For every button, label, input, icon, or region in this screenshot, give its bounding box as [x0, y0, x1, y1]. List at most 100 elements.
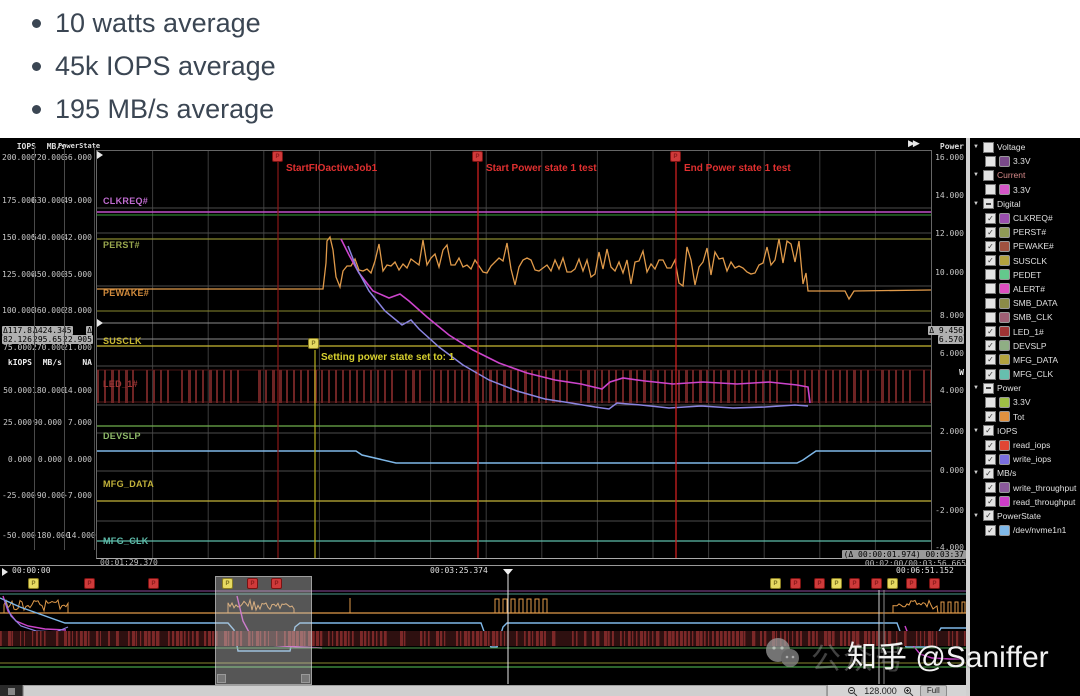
tree-item-devslp[interactable]: ✓ DEVSLP [972, 339, 1080, 353]
overview-marker-flag[interactable]: P [222, 578, 233, 589]
checkbox[interactable] [985, 283, 996, 295]
chevron-down-icon[interactable]: ▼ [973, 200, 979, 207]
overview-marker-flag[interactable]: P [929, 578, 940, 589]
checkbox[interactable] [983, 141, 994, 153]
tree-item-smbdata[interactable]: SMB_DATA [972, 296, 1080, 310]
cursor-caret-icon[interactable] [503, 569, 513, 575]
overview-marker-flag[interactable]: P [887, 578, 898, 589]
pan-right-icon[interactable]: ▶▶ [908, 138, 920, 148]
zoom-in-button[interactable] [903, 686, 914, 696]
overview-marker-flag[interactable]: P [849, 578, 860, 589]
tree-group-powerstate[interactable]: ▼ ✓ PowerState [972, 509, 1080, 523]
overview-marker-flag[interactable]: P [28, 578, 39, 589]
checkbox[interactable]: ✓ [985, 411, 996, 423]
checkbox[interactable] [983, 169, 994, 181]
overview-marker-flag[interactable]: P [790, 578, 801, 589]
checkbox[interactable]: ✓ [985, 482, 996, 494]
tree-item-susclk[interactable]: ✓ SUSCLK [972, 254, 1080, 268]
chevron-down-icon[interactable]: ▼ [973, 470, 979, 477]
tree-item-writeiops[interactable]: ✓ write_iops [972, 452, 1080, 466]
chevron-down-icon[interactable]: ▼ [973, 385, 979, 392]
overview-marker-flag[interactable]: P [814, 578, 825, 589]
tree-item-led1[interactable]: ✓ LED_1# [972, 324, 1080, 338]
tree-item-devnvme1n1[interactable]: ✓ /dev/nvme1n1 [972, 523, 1080, 537]
tree-group-mbs[interactable]: ▼ ✓ MB/s [972, 466, 1080, 480]
checkbox[interactable]: ✓ [983, 467, 994, 479]
play-icon[interactable] [2, 568, 8, 576]
tree-item-33v[interactable]: 3.3V [972, 154, 1080, 168]
overview-scrollbar[interactable]: 128.000 Full [0, 685, 966, 696]
checkbox[interactable] [983, 382, 994, 394]
overview-marker-flag[interactable]: P [84, 578, 95, 589]
tree-item-clkreq[interactable]: ✓ CLKREQ# [972, 211, 1080, 225]
checkbox[interactable]: ✓ [985, 453, 996, 465]
checkbox[interactable]: ✓ [985, 340, 996, 352]
tree-item-33v[interactable]: 3.3V [972, 183, 1080, 197]
tree-item-writethroughput[interactable]: ✓ write_throughput [972, 481, 1080, 495]
checkbox[interactable]: ✓ [985, 326, 996, 338]
checkbox[interactable]: ✓ [985, 255, 996, 267]
scroll-corner[interactable] [0, 685, 23, 696]
checkbox[interactable] [985, 311, 996, 323]
tree-item-readthroughput[interactable]: ✓ read_throughput [972, 495, 1080, 509]
checkbox[interactable] [985, 184, 996, 196]
main-plot-canvas[interactable]: CLKREQ# PERST# PEWAKE# SUSCLK LED_1# DEVSLP MF… [96, 150, 932, 559]
chevron-down-icon[interactable]: ▼ [973, 144, 979, 151]
tree-group-voltage[interactable]: ▼ Voltage [972, 140, 1080, 154]
zoom-level-value[interactable]: 128.000 [864, 686, 897, 696]
cursor-arrow-icon[interactable] [97, 319, 103, 327]
tree-item-alert[interactable]: ALERT# [972, 282, 1080, 296]
checkbox[interactable]: ✓ [985, 212, 996, 224]
checkbox[interactable] [985, 297, 996, 309]
overview-marker-flag[interactable]: P [770, 578, 781, 589]
marker-flag[interactable]: P [472, 151, 483, 162]
tree-item-pewake[interactable]: ✓ PEWAKE# [972, 239, 1080, 253]
tree-group-iops[interactable]: ▼ ✓ IOPS [972, 424, 1080, 438]
selection-handle-right[interactable] [301, 674, 310, 683]
tree-item-tot[interactable]: ✓ Tot [972, 410, 1080, 424]
checkbox[interactable]: ✓ [985, 368, 996, 380]
tree-item-smbclk[interactable]: SMB_CLK [972, 310, 1080, 324]
tree-item-mfgclk[interactable]: ✓ MFG_CLK [972, 367, 1080, 381]
chevron-down-icon[interactable]: ▼ [973, 427, 979, 434]
tree-item-mfgdata[interactable]: ✓ MFG_DATA [972, 353, 1080, 367]
selection-handle-left[interactable] [217, 674, 226, 683]
zoom-out-button[interactable] [847, 686, 858, 696]
tree-group-current[interactable]: ▼ Current [972, 168, 1080, 182]
marker-flag[interactable]: P [670, 151, 681, 162]
overview-marker-flag[interactable]: P [871, 578, 882, 589]
chevron-down-icon[interactable]: ▼ [973, 512, 979, 519]
cursor-arrow-icon[interactable] [97, 151, 103, 159]
checkbox[interactable] [985, 396, 996, 408]
scroll-thumb[interactable] [23, 685, 827, 696]
chevron-down-icon[interactable]: ▼ [973, 172, 979, 179]
tree-item-readiops[interactable]: ✓ read_iops [972, 438, 1080, 452]
checkbox[interactable] [983, 198, 994, 210]
note-flag[interactable]: P [308, 338, 319, 349]
checkbox[interactable]: ✓ [985, 439, 996, 451]
overview-marker-flag[interactable]: P [831, 578, 842, 589]
checkbox[interactable] [985, 155, 996, 167]
tree-group-digital[interactable]: ▼ Digital [972, 197, 1080, 211]
overview-marker-flag[interactable]: P [247, 578, 258, 589]
overview-marker-flag[interactable]: P [271, 578, 282, 589]
tree-item-perst[interactable]: ✓ PERST# [972, 225, 1080, 239]
tree-item-pedet[interactable]: PEDET [972, 268, 1080, 282]
checkbox[interactable]: ✓ [985, 524, 996, 536]
checkbox[interactable]: ✓ [983, 425, 994, 437]
checkbox[interactable]: ✓ [985, 496, 996, 508]
checkbox[interactable]: ✓ [985, 354, 996, 366]
zoom-full-button[interactable]: Full [919, 685, 947, 696]
checkbox[interactable]: ✓ [985, 240, 996, 252]
overview-marker-flag[interactable]: P [906, 578, 917, 589]
tree-item-33v[interactable]: 3.3V [972, 395, 1080, 409]
checkbox[interactable] [985, 269, 996, 281]
tree-group-power[interactable]: ▼ Power [972, 381, 1080, 395]
marker-flag[interactable]: P [272, 151, 283, 162]
checkbox[interactable]: ✓ [985, 226, 996, 238]
overview-selection[interactable] [215, 576, 312, 685]
pane-separator[interactable] [966, 138, 970, 696]
overview-marker-flag[interactable]: P [148, 578, 159, 589]
checkbox[interactable]: ✓ [983, 510, 994, 522]
